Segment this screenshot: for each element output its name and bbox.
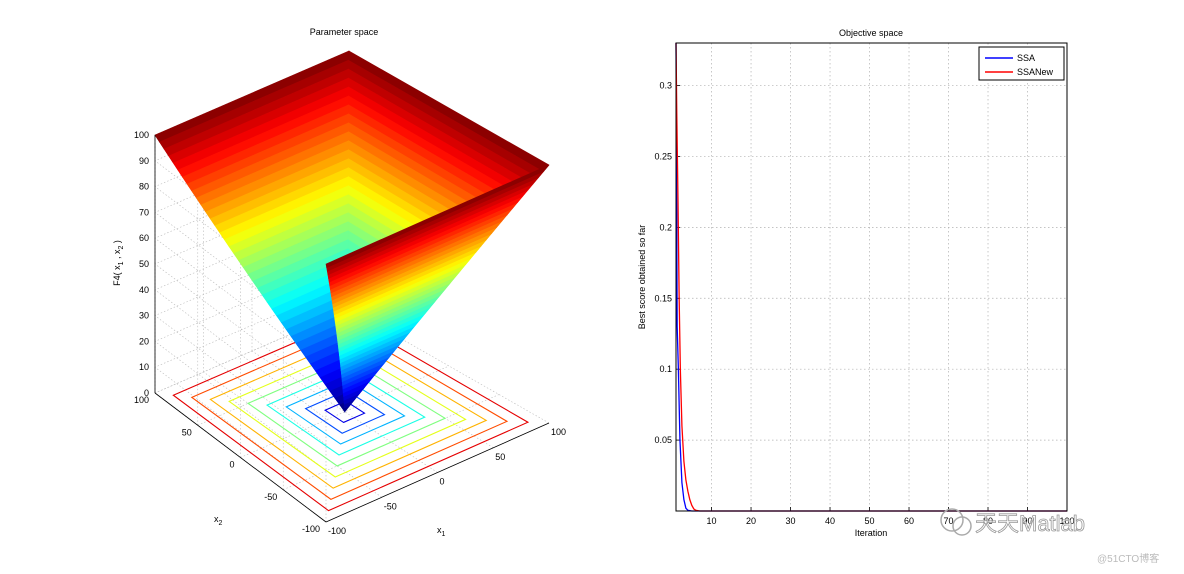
parameter-space-chart: Parameter space 0 10 20 30 40 50 60 70 80 90 100 -… (112, 27, 566, 538)
legend-ssanew-label: SSANew (1017, 67, 1054, 77)
x-tick-label: 60 (904, 516, 914, 526)
legend-box (978, 46, 1065, 81)
z-tick-label: 10 (139, 362, 149, 372)
x-tick-label: 50 (865, 516, 875, 526)
x2-tick-label: 0 (229, 460, 234, 470)
surface-patch (325, 164, 550, 269)
watermark: 天天Matlab @51CTO博客 (940, 508, 1159, 565)
x-tick-label: 10 (707, 516, 717, 526)
z-axis-label: F4( x1 , x2 ) (112, 240, 125, 286)
x1-tick-label: 50 (495, 452, 505, 462)
x1-axis-label: x1 (437, 525, 446, 538)
y-tick-label: 0.05 (654, 435, 672, 445)
x2-tick-label: 50 (182, 427, 192, 437)
best-score-axis-label: Best score obtained so far (637, 225, 647, 330)
iteration-axis-label: Iteration (855, 528, 888, 538)
x-tick-labels: 10 20 30 40 50 60 70 80 90 100 (707, 516, 1075, 526)
x-tick-label: 100 (1059, 516, 1074, 526)
z-tick-label: 80 (139, 182, 149, 192)
z-tick-label: 40 (139, 285, 149, 295)
y-tick-label: 0.15 (654, 293, 672, 303)
y-tick-label: 0.3 (659, 81, 672, 91)
x1-tick-label: 100 (551, 427, 566, 437)
objective-space-title: Objective space (839, 28, 903, 38)
x1-tick-label: -100 (328, 526, 346, 536)
x1-tick-label: 0 (440, 477, 445, 487)
x-tick-label: 80 (983, 516, 993, 526)
y-tick-label: 0.1 (659, 364, 672, 374)
parameter-space-title: Parameter space (310, 27, 379, 37)
z-tick-label: 30 (139, 311, 149, 321)
x2-tick-label: -50 (264, 492, 277, 502)
plot-frame (675, 42, 1068, 512)
x1-tick-labels: -100 -50 0 50 100 (328, 427, 566, 536)
legend: SSA SSANew (978, 46, 1065, 81)
wechat-logo-icon-inner (952, 516, 972, 536)
y-tick-label: 0.25 (654, 151, 672, 161)
objective-grid (676, 43, 1068, 511)
y-tick-labels: 0.05 0.1 0.15 0.2 0.25 0.3 (654, 81, 672, 446)
legend-ssa-label: SSA (1017, 53, 1035, 63)
x1-tick-label: -50 (384, 501, 397, 511)
wechat-logo-icon (940, 508, 964, 532)
floor-grid-line (240, 365, 450, 458)
x-tick-label: 40 (825, 516, 835, 526)
plot-area (676, 43, 1067, 511)
surface-plot (154, 50, 550, 413)
x-tick-label: 70 (944, 516, 954, 526)
objective-space-chart: Objective space 0.05 0.1 0.15 0.2 0.25 0.3 10… (637, 28, 1075, 538)
x2-axis-line (154, 392, 327, 523)
z-tick-label: 70 (139, 207, 149, 217)
x1-axis-line (325, 422, 550, 523)
x2-tick-label: 100 (134, 395, 149, 405)
z-tick-label: 100 (134, 130, 149, 140)
x-tick-label: 30 (786, 516, 796, 526)
x2-tick-label: -100 (302, 524, 320, 534)
x-tick-label: 20 (746, 516, 756, 526)
x2-axis-label: x2 (214, 514, 223, 527)
source-watermark: @51CTO博客 (1097, 552, 1159, 565)
parameter-space-axes (154, 135, 550, 523)
z-tick-label: 50 (139, 259, 149, 269)
z-tick-label: 0 (144, 388, 149, 398)
z-tick-labels: 0 10 20 30 40 50 60 70 80 90 100 (134, 130, 149, 398)
z-tick-label: 20 (139, 336, 149, 346)
watermark-text: 天天Matlab (975, 511, 1085, 536)
x2-tick-labels: -100 -50 0 50 100 (134, 395, 320, 534)
z-tick-label: 60 (139, 233, 149, 243)
z-tick-label: 90 (139, 156, 149, 166)
y-tick-label: 0.2 (659, 222, 672, 232)
floor-grid-line (283, 394, 500, 491)
x-tick-label: 90 (1022, 516, 1032, 526)
